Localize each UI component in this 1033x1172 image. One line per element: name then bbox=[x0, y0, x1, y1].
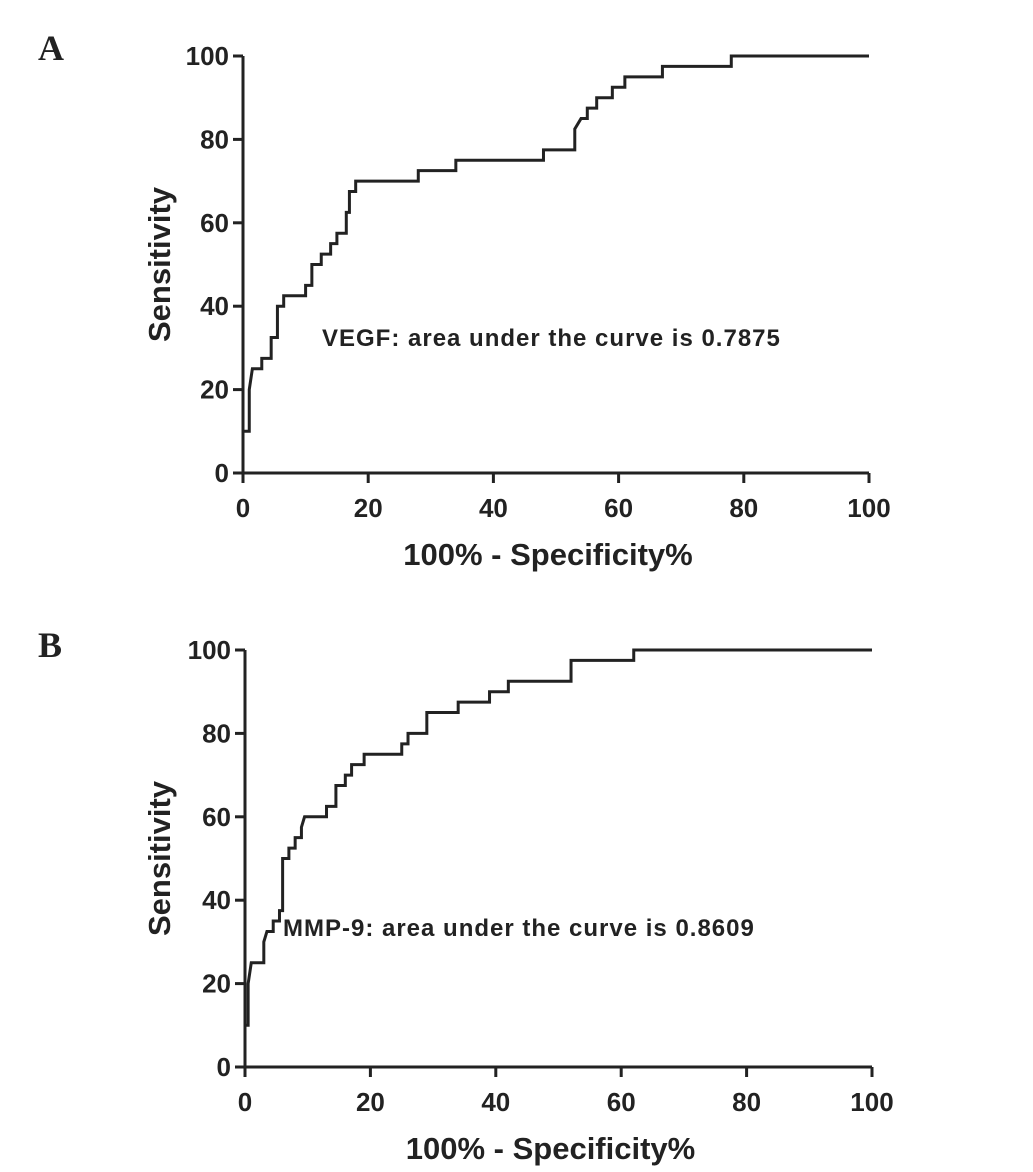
x-tick-label: 100 bbox=[850, 1087, 893, 1117]
roc-curve bbox=[241, 54, 869, 473]
y-tick-label: 20 bbox=[200, 375, 229, 405]
y-tick-label: 0 bbox=[215, 458, 229, 488]
y-tick-label: 60 bbox=[202, 802, 231, 832]
x-tick-label: 20 bbox=[354, 493, 383, 523]
roc-curve bbox=[243, 648, 872, 1067]
y-tick-label: 100 bbox=[186, 41, 229, 71]
x-tick-label: 0 bbox=[238, 1087, 252, 1117]
x-axis-title: 100% - Specificity% bbox=[406, 1131, 695, 1166]
x-axis-title: 100% - Specificity% bbox=[403, 537, 692, 572]
y-tick-label: 40 bbox=[200, 291, 229, 321]
x-tick-label: 40 bbox=[479, 493, 508, 523]
y-tick-label: 0 bbox=[217, 1052, 231, 1082]
panel-label: B bbox=[38, 625, 62, 665]
panel-label: A bbox=[38, 28, 64, 68]
y-tick-label: 20 bbox=[202, 969, 231, 999]
y-tick-label: 60 bbox=[200, 208, 229, 238]
x-tick-label: 20 bbox=[356, 1087, 385, 1117]
y-tick-label: 100 bbox=[188, 635, 231, 665]
y-tick-label: 80 bbox=[202, 718, 231, 748]
x-tick-label: 0 bbox=[236, 493, 250, 523]
annotation: VEGF: area under the curve is 0.7875 bbox=[322, 325, 781, 352]
x-tick-label: 80 bbox=[732, 1087, 761, 1117]
x-tick-label: 60 bbox=[607, 1087, 636, 1117]
x-tick-label: 100 bbox=[847, 493, 890, 523]
x-tick-label: 60 bbox=[604, 493, 633, 523]
annotation: MMP-9: area under the curve is 0.8609 bbox=[283, 915, 755, 942]
y-axis-title: Sensitivity bbox=[142, 186, 177, 342]
x-tick-label: 40 bbox=[481, 1087, 510, 1117]
y-axis-title: Sensitivity bbox=[142, 780, 177, 936]
x-tick-label: 80 bbox=[729, 493, 758, 523]
y-tick-label: 80 bbox=[200, 124, 229, 154]
y-tick-label: 40 bbox=[202, 885, 231, 915]
